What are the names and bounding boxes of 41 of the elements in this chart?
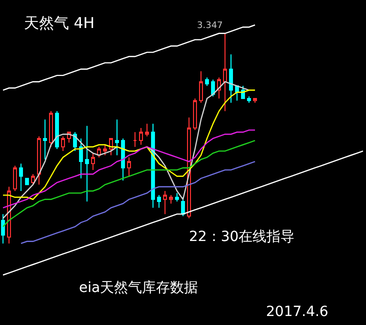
candlestick bbox=[7, 186, 11, 244]
candlestick bbox=[115, 119, 119, 156]
text: eia天然气库存数据 bbox=[79, 280, 198, 296]
candlestick bbox=[139, 127, 143, 146]
candlestick bbox=[25, 178, 29, 186]
candlestick bbox=[1, 214, 5, 244]
candlestick bbox=[175, 192, 179, 202]
candlestick bbox=[163, 190, 167, 215]
candlestick bbox=[181, 196, 185, 217]
candlestick bbox=[79, 138, 83, 179]
candlestick bbox=[31, 174, 35, 186]
candlestick bbox=[13, 165, 17, 192]
candlestick bbox=[103, 144, 107, 156]
chart-title: 天然气 4H bbox=[24, 14, 95, 32]
candlestick bbox=[211, 79, 215, 97]
text: 2017.4.6 bbox=[266, 304, 328, 320]
candlestick bbox=[205, 77, 209, 86]
candlestick bbox=[127, 156, 131, 177]
candlestick bbox=[229, 54, 233, 104]
candlestick bbox=[121, 138, 125, 181]
annotation: 3.347 bbox=[197, 21, 223, 31]
candlestick bbox=[55, 110, 59, 150]
candlestick bbox=[247, 96, 251, 104]
candlestick bbox=[223, 32, 227, 112]
candlestick bbox=[19, 163, 23, 192]
candlestick bbox=[61, 136, 65, 152]
candlestick bbox=[253, 98, 257, 104]
candlestick bbox=[133, 132, 137, 148]
candlestick bbox=[73, 132, 77, 152]
candlestick bbox=[157, 194, 161, 208]
candlestick bbox=[37, 136, 41, 186]
candlestick bbox=[193, 98, 197, 131]
annotation: 22：30在线指导 bbox=[189, 229, 295, 245]
candlestick bbox=[109, 138, 113, 156]
candlestick bbox=[85, 125, 89, 202]
candlestick bbox=[91, 152, 95, 170]
candlestick bbox=[169, 194, 173, 204]
candlestick bbox=[43, 119, 47, 160]
candlestick bbox=[199, 70, 203, 104]
candlestick bbox=[145, 123, 149, 137]
candlestick bbox=[49, 110, 53, 148]
